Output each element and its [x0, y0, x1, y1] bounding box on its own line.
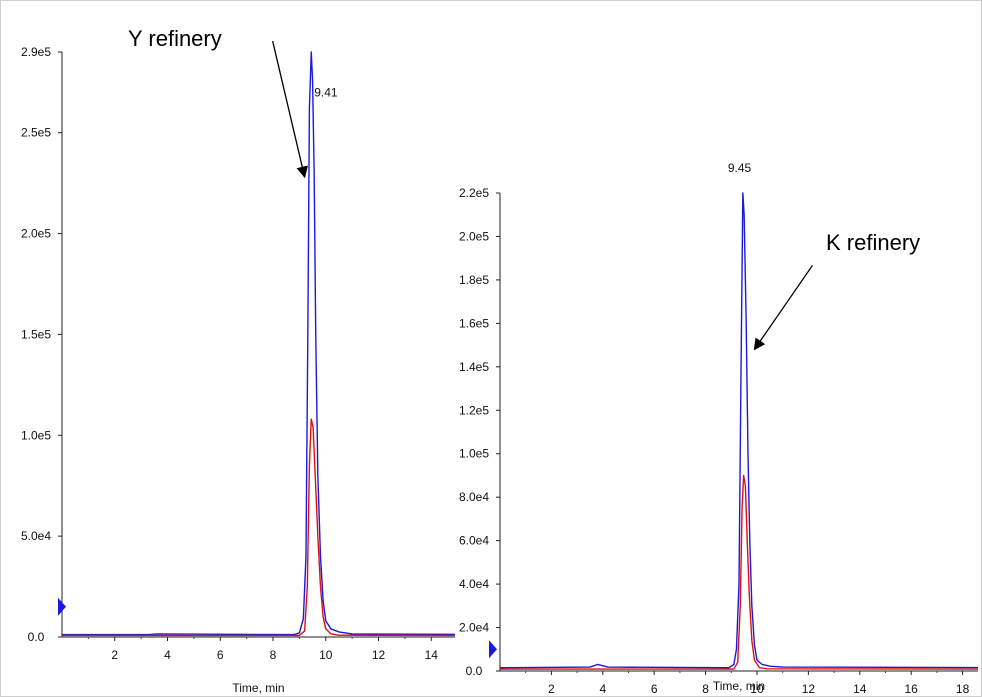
y-axis-frame: [61, 52, 455, 638]
x-tick-label: 12: [372, 648, 386, 662]
x-tick-label: 2: [111, 648, 118, 662]
x-axis-ticks: 2 4 6 8 10 12 14 16 18: [525, 671, 970, 696]
y-axis-frame: [499, 193, 978, 672]
annotation-arrow: [753, 265, 813, 351]
x-tick-label: 4: [164, 648, 171, 662]
chromatogram-k-refinery: 0.0 2.0e4 4.0e4 6.0e4 8.0e4 1.0e5 1.2e5 1.4e5 1.…: [459, 161, 979, 696]
y-tick-label: 1.5e5: [21, 327, 51, 341]
x-tick-label: 12: [802, 682, 816, 696]
y-tick-label: 2.9e5: [21, 45, 51, 59]
y-tick-label: 6.0e4: [459, 534, 489, 548]
y-tick-label: 5.0e4: [21, 529, 51, 543]
x-tick-label: 2: [548, 682, 555, 696]
y-axis-ticks: 0.0 2.0e4 4.0e4 6.0e4 8.0e4 1.0e5 1.2e5 1.4e5 1.…: [459, 186, 500, 678]
red-trace: [500, 474, 979, 670]
x-axis-title: Time, min: [713, 679, 765, 693]
peak-label: 9.41: [314, 85, 338, 99]
x-tick-label: 14: [853, 682, 867, 696]
y-tick-label: 0.0: [28, 630, 45, 644]
x-tick-label: 8: [270, 648, 277, 662]
annotation-label: Y refinery: [128, 26, 222, 51]
annotation-arrow: [272, 40, 308, 179]
y-tick-label: 1.0e5: [459, 447, 489, 461]
y-tick-label: 0.0: [466, 664, 483, 678]
blue-trace: [499, 192, 979, 669]
chromatogram-traces: [499, 192, 979, 670]
x-tick-label: 10: [750, 682, 764, 696]
x-tick-label: 4: [599, 682, 606, 696]
peak-label: 9.45: [728, 161, 752, 175]
baseline-marker-icon: [58, 597, 66, 616]
x-tick-label: 14: [425, 648, 439, 662]
x-tick-label: 6: [651, 682, 658, 696]
x-tick-label: 18: [956, 682, 970, 696]
x-tick-label: 6: [217, 648, 224, 662]
chromatogram-traces: [62, 51, 456, 637]
y-tick-label: 2.0e4: [459, 621, 489, 635]
y-tick-label: 4.0e4: [459, 577, 489, 591]
y-tick-label: 1.8e5: [459, 273, 489, 287]
y-tick-label: 2.2e5: [459, 186, 489, 200]
y-tick-label: 1.6e5: [459, 316, 489, 330]
y-tick-label: 8.0e4: [459, 490, 489, 504]
y-tick-label: 1.0e5: [21, 428, 51, 442]
x-axis-ticks: 2 4 6 8 10 12 14: [87, 637, 439, 662]
baseline-marker-icon: [489, 640, 497, 659]
chromatogram-y-refinery: 0.0 5.0e4 1.0e5 1.5e5 2.0e5 2.5e5 2.9e5 2 4 6 8 10…: [21, 26, 456, 695]
y-tick-label: 1.2e5: [459, 403, 489, 417]
x-tick-label: 10: [319, 648, 333, 662]
x-tick-label: 16: [905, 682, 919, 696]
y-tick-label: 2.0e5: [21, 227, 51, 241]
red-trace: [62, 418, 456, 637]
blue-trace: [62, 51, 456, 636]
x-tick-label: 8: [702, 682, 709, 696]
y-tick-label: 2.5e5: [21, 126, 51, 140]
annotation-label: K refinery: [826, 230, 920, 255]
y-tick-label: 2.0e5: [459, 229, 489, 243]
y-axis-ticks: 0.0 5.0e4 1.0e5 1.5e5 2.0e5 2.5e5 2.9e5: [21, 45, 62, 644]
x-axis-title: Time, min: [232, 681, 284, 695]
y-tick-label: 1.4e5: [459, 360, 489, 374]
